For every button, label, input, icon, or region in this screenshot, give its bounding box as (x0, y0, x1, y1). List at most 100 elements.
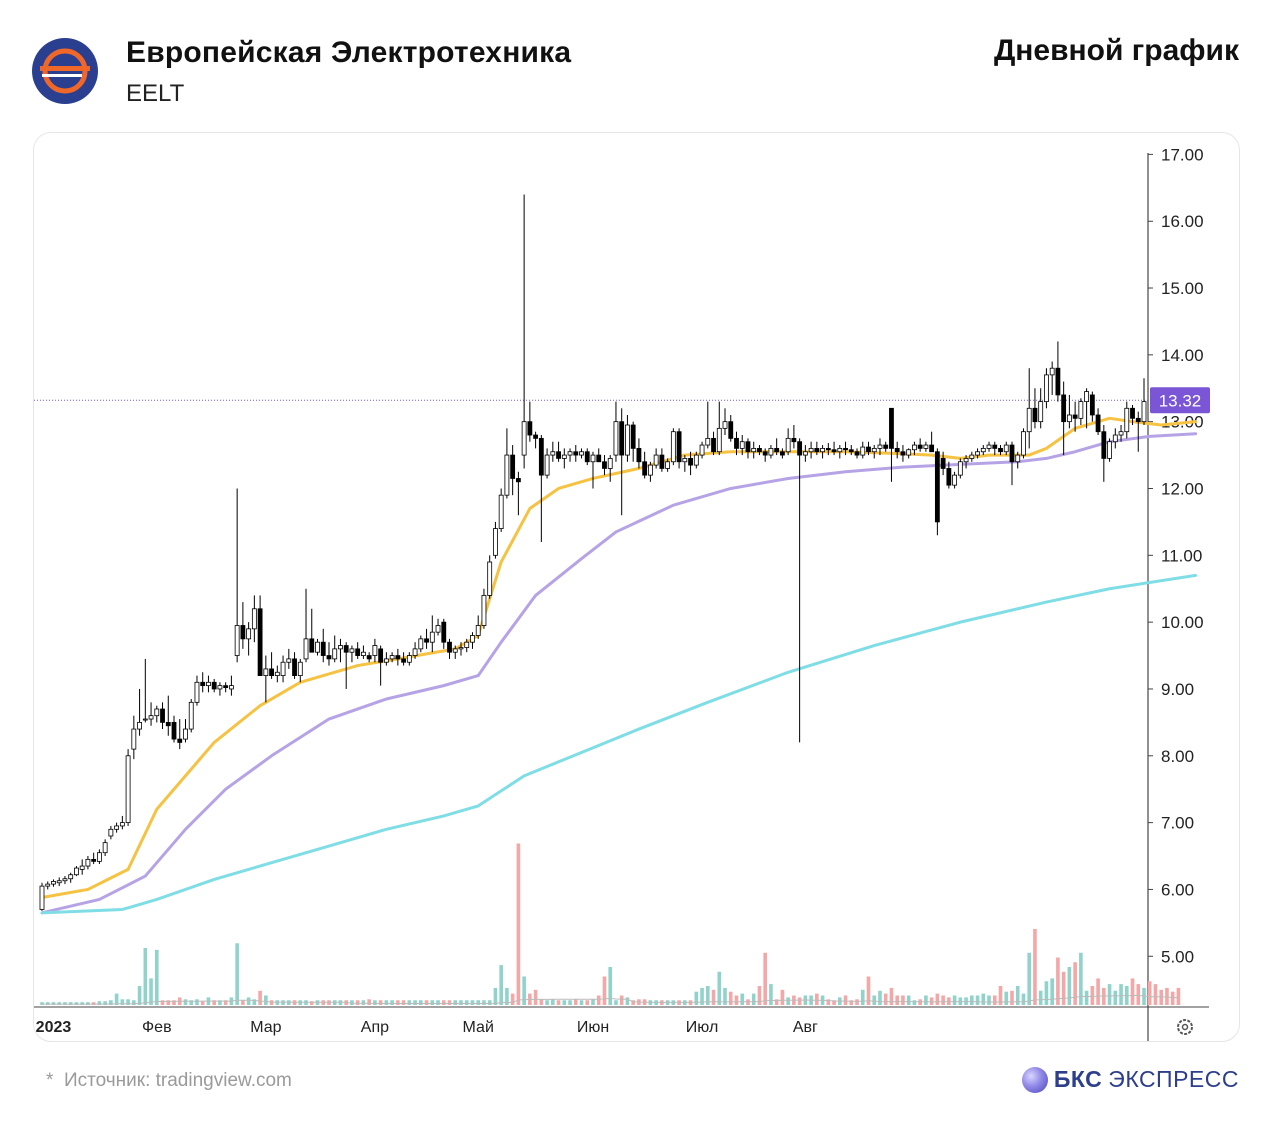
candle-body (62, 878, 68, 882)
volume-bar (132, 1000, 136, 1005)
candle-body (877, 444, 883, 449)
candle-body (889, 407, 894, 449)
candle-body (912, 444, 917, 451)
volume-bar (780, 989, 785, 1005)
candle-body (378, 648, 384, 663)
candle-body (647, 464, 653, 476)
price-tick-label: 14.00 (1161, 346, 1204, 365)
volume-bar (355, 1000, 360, 1005)
candle-body (808, 447, 814, 453)
volume-bar (1015, 986, 1020, 1005)
candle-body (992, 444, 998, 449)
candle-body (619, 421, 625, 456)
candle-body (223, 685, 229, 689)
volume-bar (63, 1002, 67, 1005)
volume-bar (68, 1002, 73, 1005)
candle-body (665, 461, 671, 469)
volume-bar (91, 1002, 96, 1005)
volume-bar (51, 1002, 56, 1005)
gear-icon[interactable] (1177, 1019, 1193, 1035)
candle-body (567, 451, 573, 456)
candle-body (91, 858, 97, 862)
candle-body (114, 825, 120, 830)
volume-bar (223, 1000, 228, 1005)
candle-body (366, 655, 372, 660)
volume-bar (619, 995, 624, 1005)
volume-bar (1044, 981, 1049, 1005)
volume-bar (114, 993, 119, 1005)
volume-bar (419, 1000, 423, 1005)
candle-body (883, 444, 889, 449)
volume-bar (1021, 993, 1026, 1005)
candle-body (487, 561, 493, 596)
price-tick-label: 8.00 (1161, 747, 1194, 766)
volume-bar (912, 1000, 917, 1005)
volume-bar (493, 987, 498, 1005)
volume-bar (235, 943, 239, 1005)
candle-body (171, 721, 177, 740)
candle-body (527, 421, 533, 436)
volume-bar (183, 999, 188, 1005)
candle-body (1078, 401, 1084, 419)
volume-bar (430, 1000, 435, 1005)
candle-body (1038, 401, 1044, 423)
volume-bar (872, 995, 877, 1005)
candle-body (636, 447, 642, 463)
last-price-label: 13.32 (1159, 391, 1202, 410)
candle-body (292, 658, 297, 677)
price-tick-label: 10.00 (1161, 613, 1204, 632)
candle-body (573, 451, 579, 456)
candle-body (745, 441, 751, 453)
volume-bar (585, 1000, 590, 1005)
volume-bar (510, 993, 515, 1005)
volume-bar (591, 999, 595, 1005)
candle-body (447, 641, 452, 653)
volume-bar (579, 1000, 584, 1005)
candle-body (240, 625, 246, 640)
volume-bar (573, 999, 578, 1005)
volume-bar (700, 987, 704, 1005)
brand-logo: БКС ЭКСПРЕСС (1021, 1066, 1239, 1093)
candle-body (533, 434, 539, 439)
candle-body (435, 625, 441, 633)
volume-bar (1147, 981, 1152, 1005)
candle-body (963, 458, 969, 463)
candle-body (475, 625, 481, 636)
candle-body (900, 451, 906, 456)
candle-body (820, 447, 825, 453)
candle-body (613, 421, 619, 456)
volume-bar (1056, 957, 1060, 1005)
candle-body (85, 858, 91, 867)
candle-body (424, 638, 429, 643)
volume-bar (1061, 971, 1066, 1005)
volume-bar (453, 1000, 458, 1005)
source-note: * Источник: tradingview.com (46, 1070, 292, 1092)
candle-body (1044, 374, 1049, 403)
volume-bar (1165, 987, 1169, 1005)
volume-bar (1096, 978, 1100, 1005)
candle-body (693, 454, 699, 466)
volume-bar (436, 1000, 440, 1005)
candle-body (705, 437, 711, 446)
candle-body (969, 454, 975, 459)
moving-average-line-ma-short (40, 416, 1198, 899)
candle-body (274, 671, 280, 677)
volume-bar (1073, 962, 1077, 1005)
volume-bar (126, 999, 130, 1005)
volume-bar (212, 1000, 216, 1005)
volume-bar (120, 999, 125, 1005)
candle-body (670, 431, 676, 463)
volume-bar (350, 1000, 354, 1005)
volume-bar (855, 999, 859, 1005)
volume-bar (929, 997, 934, 1005)
volume-bar (631, 1000, 635, 1005)
volume-bar (160, 1000, 165, 1005)
price-chart: 17.0016.0015.0014.0013.0012.0011.0010.00… (34, 145, 1210, 1041)
candle-body (137, 721, 142, 730)
volume-bar (424, 1000, 429, 1005)
candle-body (1015, 454, 1021, 463)
source-asterisk: * (46, 1070, 54, 1091)
volume-bar (1113, 990, 1118, 1005)
ticker-symbol: EELT (126, 80, 185, 107)
candle-body (848, 449, 854, 453)
